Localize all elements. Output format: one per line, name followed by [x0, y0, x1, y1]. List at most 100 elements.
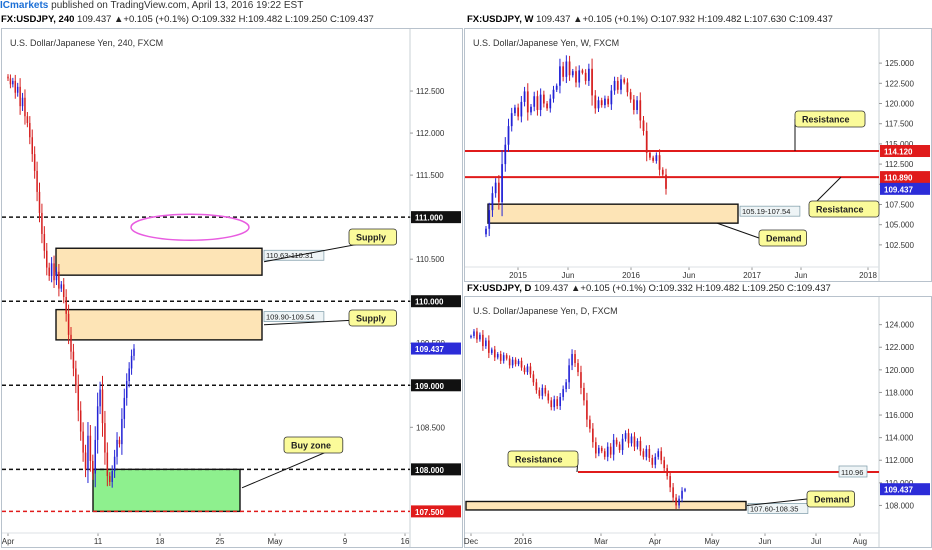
weekly-candle-body — [488, 210, 491, 229]
weekly-candle-body — [530, 106, 532, 113]
daily-x-tick-label: 2016 — [514, 537, 532, 546]
h4-y-tick-label: 110.500 — [416, 255, 445, 264]
h4-y-tick-label: 112.000 — [416, 129, 445, 138]
h4-price-tag-label: 111.000 — [415, 214, 444, 223]
weekly-candle-body — [591, 68, 593, 96]
h4-candle-body — [84, 452, 87, 470]
daily-y-tick-label: 116.000 — [885, 411, 914, 420]
daily-candle-body — [499, 354, 502, 361]
daily-candle-body — [562, 389, 564, 397]
weekly-candle-body — [555, 85, 558, 90]
weekly-candle-body — [523, 91, 526, 102]
h4-candle-body — [130, 355, 133, 369]
weekly-candle-body — [626, 82, 629, 93]
h4-price-tag-box — [411, 211, 461, 224]
h4-callout-box — [283, 436, 344, 454]
weekly-candle-body — [497, 182, 500, 203]
h4-candle-body — [12, 80, 14, 85]
h4-header: FX:USDJPY, 240 109.437 ▲+0.105 (+0.1%) O… — [1, 14, 374, 28]
h4-y-tick-label: 108.500 — [416, 423, 445, 432]
weekly-chart-panel[interactable]: U.S. Dollar/Japanese Yen, W, FXCM 102.500… — [464, 28, 932, 282]
daily-candle-body — [603, 451, 606, 457]
weekly-candle-body — [587, 68, 590, 81]
weekly-x-tick-label: Jun — [683, 271, 696, 280]
h4-callout-box — [348, 309, 397, 327]
daily-candle-body — [556, 399, 559, 407]
daily-candle-body — [505, 355, 508, 359]
weekly-candle-body — [533, 96, 536, 107]
weekly-candle-body — [658, 155, 661, 170]
h4-candle-body — [82, 431, 84, 453]
daily-candle-body — [675, 497, 677, 506]
publisher-name[interactable]: ICmarkets — [0, 0, 49, 11]
weekly-x-tick-label: 2016 — [622, 271, 640, 280]
weekly-candle-body — [559, 66, 561, 86]
weekly-x-tick-label: Jun — [562, 271, 575, 280]
h4-x-tick-label: 11 — [94, 537, 103, 546]
daily-candle-body — [600, 447, 603, 452]
weekly-candle-body — [517, 107, 520, 117]
weekly-price-tag-box — [880, 145, 930, 158]
weekly-callout-label: Resistance — [816, 205, 864, 215]
weekly-candle-body — [571, 71, 574, 76]
weekly-candle-body — [568, 61, 571, 76]
h4-chart-panel[interactable]: U.S. Dollar/Japanese Yen, 240, FXCM 108.5… — [1, 28, 463, 548]
h4-candle-body — [109, 476, 111, 482]
weekly-callout-box — [794, 110, 866, 128]
weekly-candle-body — [542, 94, 545, 104]
daily-callout-label: Demand — [814, 495, 850, 505]
h4-callout-label: Supply — [356, 233, 386, 243]
daily-candle-body — [642, 451, 645, 457]
h4-candle-body — [19, 86, 21, 107]
h4-candle-body — [43, 233, 46, 251]
h4-target-ellipse — [130, 213, 250, 241]
weekly-zone-range-label: 105.19-107.54 — [742, 207, 790, 216]
weekly-chart[interactable]: U.S. Dollar/Japanese Yen, W, FXCM 102.500… — [465, 29, 931, 281]
h4-candle-body — [62, 284, 65, 298]
h4-candle-body — [33, 154, 36, 171]
daily-candle-body — [645, 448, 648, 457]
daily-y-tick-label: 120.000 — [885, 366, 914, 375]
daily-candle-body — [574, 354, 576, 364]
h4-candle-body — [118, 439, 121, 445]
daily-chart-panel[interactable]: U.S. Dollar/Japanese Yen, D, FXCM 108.000… — [464, 296, 932, 548]
daily-candle-body — [639, 441, 642, 452]
h4-zone-range-label: 110.63-110.31 — [266, 251, 313, 260]
weekly-callout-box — [758, 229, 807, 247]
daily-chart[interactable]: U.S. Dollar/Japanese Yen, D, FXCM 108.000… — [464, 297, 931, 547]
weekly-candle-body — [549, 98, 552, 109]
daily-candle-body — [523, 367, 526, 373]
daily-candle-body — [550, 400, 553, 408]
weekly-candle-body — [597, 100, 600, 109]
weekly-price-tag-box — [880, 182, 930, 195]
h4-candle-body — [96, 406, 99, 440]
h4-supply-zone — [55, 308, 263, 341]
h4-candle-body — [38, 191, 41, 213]
weekly-candle-body — [514, 107, 516, 114]
daily-candle-body — [636, 441, 639, 447]
daily-candle-body — [514, 359, 517, 365]
weekly-candle-body — [584, 72, 587, 81]
weekly-y-tick-label: 125.000 — [885, 59, 914, 68]
h4-candle-body — [55, 271, 58, 281]
daily-candle-body — [511, 359, 514, 366]
weekly-y-tick-label: 117.500 — [885, 120, 914, 129]
h4-candle-body — [65, 297, 67, 314]
h4-candle-body — [53, 263, 55, 281]
weekly-y-tick-label: 120.000 — [885, 100, 914, 109]
weekly-candle-body — [604, 98, 606, 106]
h4-candle-body — [60, 284, 63, 289]
h4-chart[interactable]: U.S. Dollar/Japanese Yen, 240, FXCM 108.5… — [2, 29, 462, 547]
weekly-candle-body — [501, 164, 503, 203]
weekly-candle-body — [578, 70, 581, 83]
daily-candle-body — [571, 354, 573, 366]
h4-zone-range-box — [263, 249, 325, 261]
weekly-candle-body — [629, 92, 632, 100]
h4-price-tag-label: 107.500 — [415, 508, 444, 517]
daily-zone-range-box — [747, 503, 809, 514]
daily-x-tick-label: Aug — [853, 537, 867, 546]
daily-candle-body — [663, 460, 666, 469]
daily-candle-body — [568, 365, 570, 383]
daily-candle-body — [597, 447, 600, 454]
weekly-candle-body — [507, 126, 510, 145]
